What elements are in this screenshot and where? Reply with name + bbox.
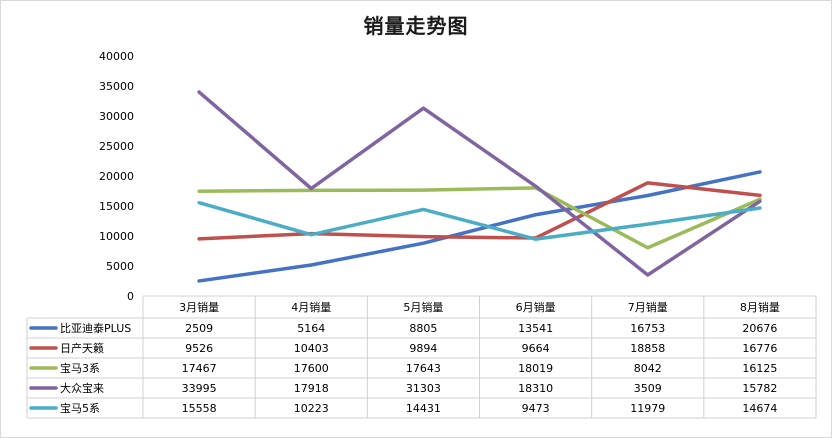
category-label: 4月销量 [291,300,331,314]
data-value: 20676 [742,322,777,335]
data-value: 8042 [634,362,662,375]
data-value: 15558 [182,402,217,415]
data-value: 31303 [406,382,441,395]
data-value: 3509 [634,382,662,395]
data-value: 17643 [406,362,441,375]
data-value: 17600 [294,362,329,375]
y-tick-label: 30000 [99,110,134,123]
category-label: 5月销量 [403,300,443,314]
data-value: 33995 [182,382,217,395]
data-value: 11979 [630,402,665,415]
data-value: 10223 [294,402,329,415]
category-label: 3月销量 [179,300,219,314]
y-tick-label: 0 [127,290,134,303]
y-tick-label: 35000 [99,80,134,93]
y-tick-label: 25000 [99,140,134,153]
category-label: 6月销量 [516,300,556,314]
data-value: 17467 [182,362,217,375]
legend-label: 大众宝来 [60,381,104,395]
data-value: 18310 [518,382,553,395]
data-value: 18858 [630,342,665,355]
legend-label: 宝马3系 [60,361,100,375]
data-value: 2509 [185,322,213,335]
data-value: 5164 [297,322,325,335]
legend-label: 宝马5系 [60,401,100,415]
data-value: 9894 [409,342,437,355]
series-line [197,181,762,241]
legend-label: 比亚迪泰PLUS [60,321,131,335]
data-value: 17918 [294,382,329,395]
data-value: 10403 [294,342,329,355]
series-line [197,186,762,250]
data-value: 15782 [742,382,777,395]
data-value: 18019 [518,362,553,375]
data-value: 8805 [409,322,437,335]
data-value: 9526 [185,342,213,355]
category-label: 7月销量 [628,300,668,314]
data-value: 13541 [518,322,553,335]
data-value: 16125 [742,362,777,375]
y-tick-label: 15000 [99,200,134,213]
data-value: 16776 [742,342,777,355]
data-value: 14431 [406,402,441,415]
y-tick-label: 5000 [106,260,134,273]
y-tick-label: 20000 [99,170,134,183]
data-value: 9473 [522,402,550,415]
legend-label: 日产天籁 [60,341,104,355]
series-line [197,170,762,283]
series-line [197,90,762,277]
chart-title: 销量走势图 [363,14,469,38]
data-value: 9664 [522,342,550,355]
data-value: 14674 [742,402,777,415]
data-value: 16753 [630,322,665,335]
category-label: 8月销量 [740,300,780,314]
y-tick-label: 40000 [99,50,134,63]
series-line [197,200,762,241]
y-tick-label: 10000 [99,230,134,243]
